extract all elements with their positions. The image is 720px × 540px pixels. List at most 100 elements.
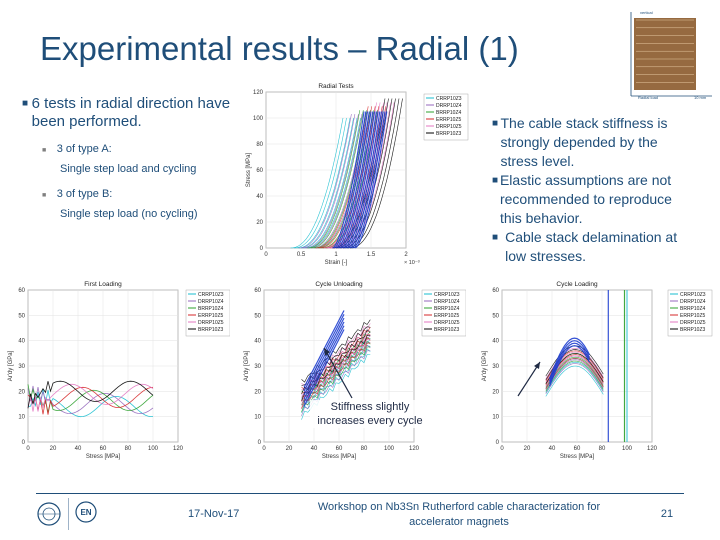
footer-workshop: Workshop on Nb3Sn Rutherford cable chara… [317,501,601,528]
series-line [317,110,371,249]
y-tick-label: 30 [254,364,261,370]
series-line [307,117,361,249]
bullet-square-icon: ■ [22,98,29,109]
stiffness-arrow-head [324,348,330,356]
y-tick-label: 10 [254,415,261,421]
y-tick-label: 0 [22,440,26,446]
x-tick-label: 40 [311,446,318,452]
series-line [307,110,361,249]
bullet-square-icon: ■ [492,232,499,243]
legend-entry: DRRP10Z4 [198,299,224,305]
y-tick-label: 20 [18,389,25,395]
y-tick-label: 20 [492,389,499,395]
y-axis-label: Ar'dy [GPa] [482,350,488,381]
series-line [344,111,377,249]
series-line [298,114,352,249]
slide-title: Experimental results – Radial (1) [40,30,519,67]
x-tick-label: 1 [334,252,338,258]
sub-bullet-type-a-text: 3 of type A: [56,143,112,155]
stiffness-arrow-head [534,362,540,369]
legend-entry: BRRP10Z4 [680,306,706,312]
left-bullets: ■ 6 tests in radial direction have been … [22,95,247,131]
en-department-logo-icon: EN [75,501,97,523]
footer-date: 17-Nov-17 [188,508,240,520]
series-line [321,110,375,249]
x-tick-label: 120 [647,446,658,452]
legend-entry: BRRP10Z3 [434,327,460,333]
y-tick-label: 50 [18,313,25,319]
sub-bullet-square-icon: ■ [42,147,47,154]
series-line [353,111,386,249]
y-tick-label: 60 [256,168,263,174]
cycle-loading-chart: 0 20 40 60 80 100 120 0 10 20 30 40 50 60 Cycle Loadin… [482,281,713,460]
series-line [324,110,378,249]
x-tick-label: 60 [574,446,581,452]
cern-logo-icon [37,502,61,526]
x-tick-label: 60 [100,446,107,452]
series-line [301,346,371,413]
series-line [305,114,359,249]
right-bullets: ■ The cable stack stiffness is strongly … [492,114,692,266]
legend-entry: ERRP10Z5 [680,313,706,319]
x-axis-label: Stress [MPa] [322,454,357,460]
series-line [302,114,356,249]
series-line [303,321,345,400]
x-tick-label: 100 [622,446,633,452]
y-axis-label: Ar'dy [GPa] [244,350,250,381]
y-tick-label: 120 [253,90,264,96]
x-tick-label: 0 [500,446,504,452]
series-line [314,110,368,249]
sub-bullet-type-b: ■ 3 of type B: [42,184,112,202]
legend-entry: DRRP10Z5 [434,320,460,326]
y-tick-label: 50 [254,313,261,319]
legend-box [667,289,713,337]
series-line [27,386,154,415]
thumb-top-label: vertical [640,10,653,15]
series-line [339,111,372,249]
y-tick-label: 100 [253,116,264,122]
x-tick-label: 120 [409,446,420,452]
right-bullet-text: Cable stack delamination at low stresses… [505,229,678,264]
bullet-square-icon: ■ [492,118,499,129]
series-line [349,111,383,249]
series-line [545,363,604,395]
y-tick-label: 0 [260,246,264,252]
legend-entry: CRRP10Z3 [436,96,462,102]
footer-divider [36,493,684,494]
series-line [332,111,365,249]
y-tick-label: 10 [492,415,499,421]
x-axis-label: Stress [MPa] [86,454,121,460]
series-line [545,359,604,391]
legend-entry: ERRP10Z5 [434,313,460,319]
series-line [310,110,364,249]
series-line [303,329,345,407]
legend-entry: DRRP10Z4 [434,299,460,305]
x-tick-label: 20 [524,446,531,452]
x-tick-label: 100 [148,446,159,452]
legend-box [423,93,469,141]
series-line [335,111,369,249]
y-tick-label: 30 [18,364,25,370]
legend-entry: BRRP10Z4 [436,110,462,116]
x-tick-label: 40 [75,446,82,452]
series-line [545,361,604,393]
svg-text:EN: EN [80,508,91,517]
legend-entry: BRRP10Z3 [436,131,462,137]
y-tick-label: 80 [256,142,263,148]
x-tick-label: 80 [125,446,132,452]
series-line [301,342,371,409]
x-tick-label: 0 [262,446,266,452]
x-tick-label: 100 [384,446,395,452]
right-bullet: ■ Cable stack delamination at low stress… [492,228,692,266]
bullet-tests-text: 6 tests in radial direction have been pe… [31,95,231,130]
right-bullet-text: The cable stack stiffness is strongly de… [500,115,668,169]
cable-stack-thumbnail: vertical Radial load 10 mm [630,10,712,100]
legend-entry: DRRP10Z5 [680,320,706,326]
x-axis-label: Strain [-] [325,260,348,266]
series-line [290,117,344,249]
legend-box [185,289,230,337]
legend-entry: CRRP10Z3 [198,292,224,298]
type-b-detail: Single step load (no cycling) [60,208,198,220]
x-axis-label: Stress [MPa] [560,454,595,460]
series-line [351,111,384,249]
